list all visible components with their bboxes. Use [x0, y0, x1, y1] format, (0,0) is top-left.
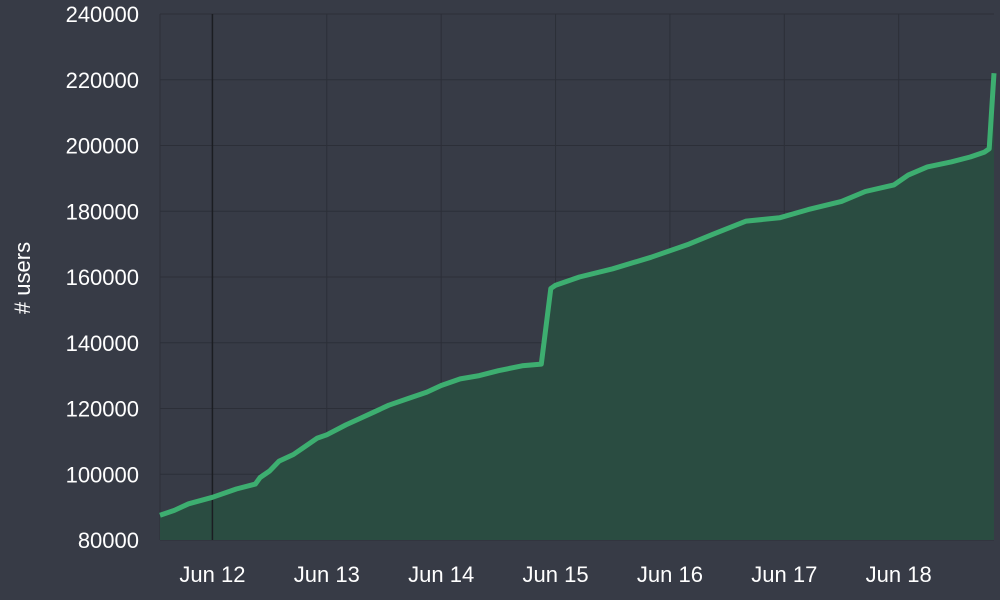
x-tick-label: Jun 15 [523, 562, 589, 587]
y-tick-label: 200000 [66, 134, 139, 159]
y-tick-label: 120000 [66, 397, 139, 422]
y-tick-label: 160000 [66, 265, 139, 290]
x-tick-label: Jun 16 [637, 562, 703, 587]
y-tick-label: 80000 [78, 528, 139, 553]
series-line-layer [159, 73, 997, 518]
y-tick-label: 220000 [66, 68, 139, 93]
y-axis-label: # users [10, 242, 35, 314]
x-tick-label: Jun 17 [751, 562, 817, 587]
x-tick-label: Jun 13 [294, 562, 360, 587]
y-tick-label: 140000 [66, 331, 139, 356]
y-tick-label: 100000 [66, 462, 139, 487]
y-axis-ticks: 80000 100000 120000 140000 160000 180000 20000… [66, 2, 139, 553]
x-axis-ticks: Jun 12 Jun 13 Jun 14 Jun 15 Jun 16 Jun 17 Jun … [179, 562, 931, 587]
y-tick-label: 240000 [66, 2, 139, 27]
series-area-fill [160, 73, 994, 540]
x-tick-label: Jun 12 [179, 562, 245, 587]
series-area [160, 73, 994, 540]
y-tick-label: 180000 [66, 199, 139, 224]
x-tick-label: Jun 18 [866, 562, 932, 587]
x-tick-label: Jun 14 [408, 562, 474, 587]
